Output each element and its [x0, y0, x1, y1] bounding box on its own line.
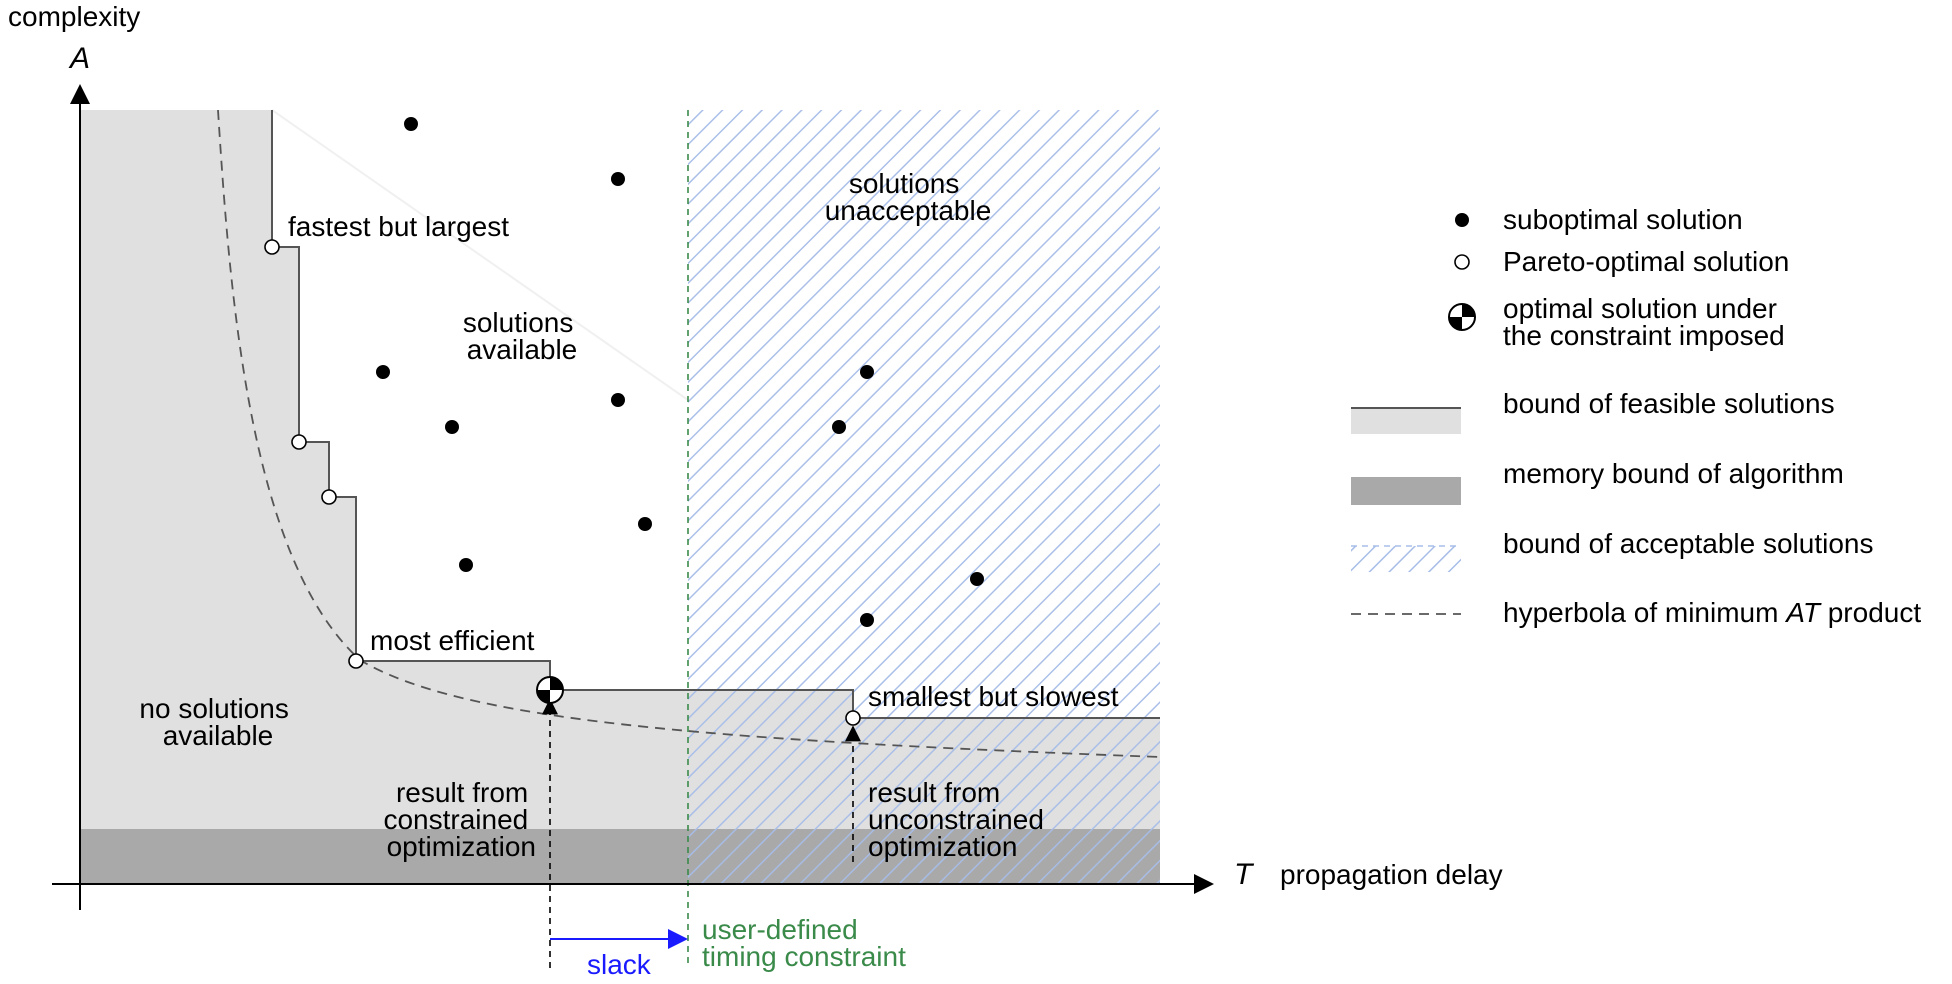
- legend-feasible-label: bound of feasible solutions: [1503, 388, 1835, 419]
- slack-label: slack: [587, 949, 652, 980]
- pareto-point: [845, 710, 861, 726]
- faint-diagonal: [271, 109, 689, 401]
- pareto-point: [291, 434, 307, 450]
- legend-suboptimal-label: suboptimal solution: [1503, 204, 1743, 235]
- legend-pareto-label: Pareto-optimal solution: [1503, 246, 1789, 277]
- legend-hyperbola-label: hyperbola of minimum AT product: [1503, 597, 1921, 628]
- timing-constraint-label: user-defined timing constraint: [702, 914, 906, 972]
- legend-feasible-swatch: [1351, 408, 1461, 434]
- legend-memory-swatch: [1351, 477, 1461, 505]
- solutions-unacceptable-label: solutions unacceptable: [825, 168, 992, 226]
- smallest-label: smallest but slowest: [868, 681, 1119, 712]
- legend-suboptimal-marker: [1455, 213, 1469, 227]
- pareto-point: [348, 653, 364, 669]
- suboptimal-point: [459, 558, 473, 572]
- pareto-points: [264, 239, 861, 726]
- legend-memory-label: memory bound of algorithm: [1503, 458, 1844, 489]
- solutions-available-label: solutions available: [463, 307, 581, 365]
- infeasible-region: [80, 110, 1160, 884]
- most-efficient-label: most efficient: [370, 625, 535, 656]
- suboptimal-point: [832, 420, 846, 434]
- legend-optimal-label: optimal solution under the constraint im…: [1503, 293, 1785, 351]
- suboptimal-point: [611, 172, 625, 186]
- pareto-point: [321, 489, 337, 505]
- suboptimal-point: [860, 613, 874, 627]
- suboptimal-point: [445, 420, 459, 434]
- suboptimal-point: [404, 117, 418, 131]
- suboptimal-point: [860, 365, 874, 379]
- fastest-label: fastest but largest: [288, 211, 509, 242]
- legend-optimal-marker: [1448, 303, 1476, 331]
- unacceptable-region: [688, 110, 1160, 884]
- x-axis-letter: T: [1234, 858, 1255, 891]
- suboptimal-points: [376, 117, 984, 627]
- y-axis-letter: A: [68, 42, 90, 75]
- feasible-boundary-line: [271, 110, 1160, 719]
- suboptimal-point: [970, 572, 984, 586]
- no-solutions-label: no solutions available: [139, 693, 296, 751]
- y-axis-title: complexity: [8, 1, 140, 32]
- legend-acceptable-swatch: [1351, 546, 1461, 572]
- pareto-point: [264, 239, 280, 255]
- suboptimal-point: [611, 393, 625, 407]
- suboptimal-point: [638, 517, 652, 531]
- optimal-point: [536, 676, 564, 704]
- unconstrained-result-label: result from unconstrained optimization: [868, 777, 1052, 862]
- constrained-result-label: result from constrained optimization: [383, 777, 536, 862]
- legend-acceptable-label: bound of acceptable solutions: [1503, 528, 1874, 559]
- x-axis-title: propagation delay: [1280, 859, 1503, 890]
- suboptimal-point: [376, 365, 390, 379]
- legend-pareto-marker: [1454, 254, 1470, 270]
- legend: suboptimal solution Pareto-optimal solut…: [1351, 204, 1921, 628]
